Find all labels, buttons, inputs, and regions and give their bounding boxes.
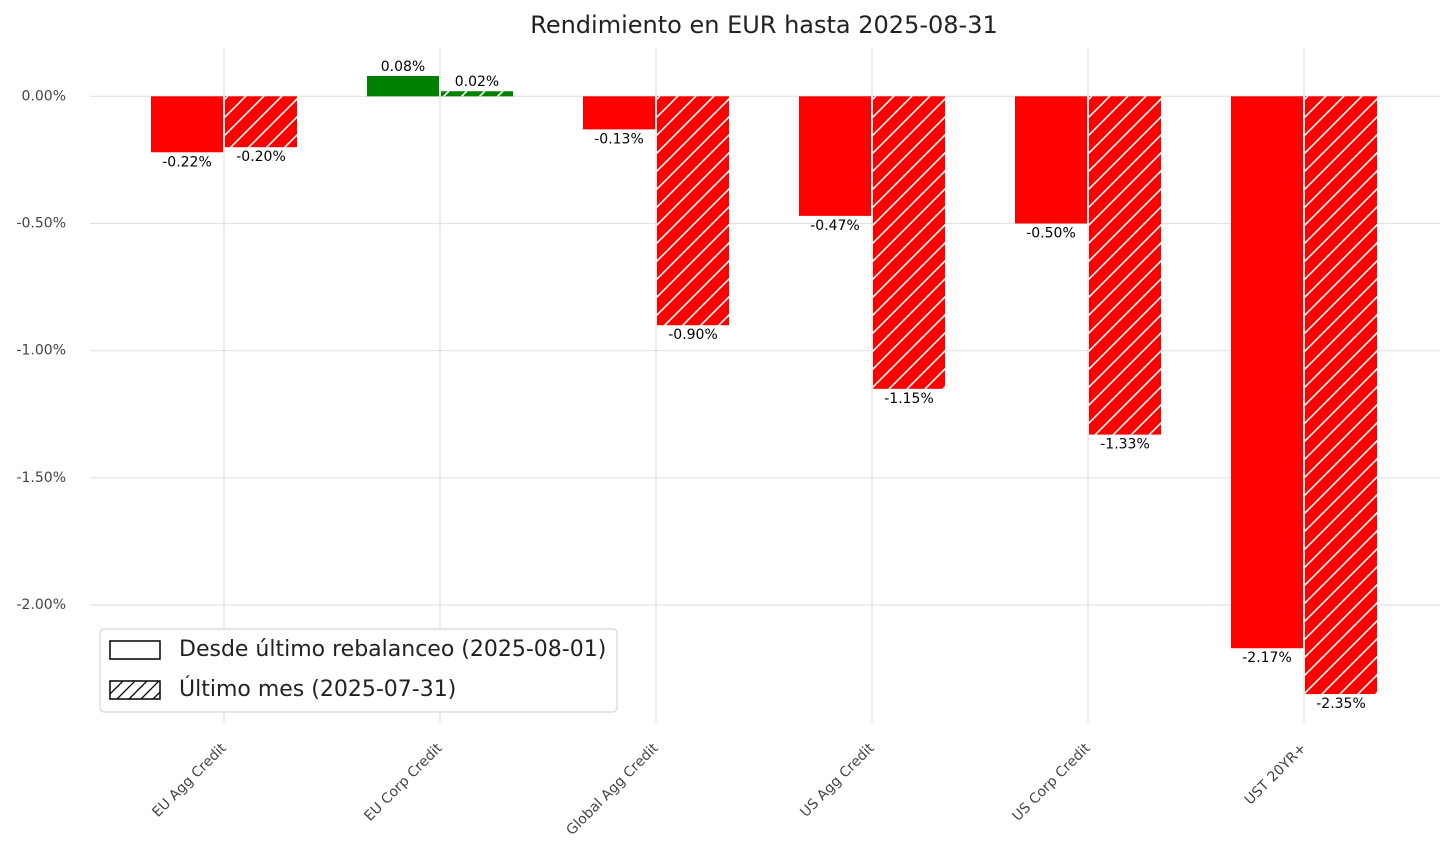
- x-tick-label: US Corp Credit: [1009, 740, 1094, 825]
- x-tick-label: UST 20YR+: [1242, 740, 1310, 808]
- value-label: -1.33%: [1100, 437, 1150, 453]
- bar: [583, 96, 655, 130]
- x-tick-label: US Agg Credit: [797, 740, 878, 821]
- value-label: -0.90%: [668, 327, 718, 343]
- value-label: -1.15%: [884, 391, 934, 407]
- bar: [799, 96, 871, 216]
- legend-label: Desde último rebalanceo (2025-08-01): [179, 637, 606, 662]
- y-tick-label: -1.00%: [16, 343, 66, 359]
- chart-title: Rendimiento en EUR hasta 2025-08-31: [530, 11, 998, 39]
- grid: [90, 48, 1440, 722]
- bar-hatch: [441, 91, 513, 97]
- legend-label: Último mes (2025-07-31): [179, 676, 456, 702]
- y-tick-label: -1.50%: [16, 470, 66, 486]
- legend-frame: [99, 628, 618, 713]
- value-label: -0.50%: [1026, 225, 1076, 241]
- legend-swatch: [109, 640, 161, 660]
- bar-hatch: [657, 96, 729, 326]
- bar: [1231, 96, 1303, 649]
- value-label: -0.47%: [810, 218, 860, 234]
- value-label: -2.35%: [1316, 696, 1366, 712]
- x-tick-label: Global Agg Credit: [563, 740, 662, 839]
- bar-hatch: [873, 96, 945, 389]
- x-tick-label: EU Agg Credit: [149, 740, 230, 821]
- value-label: -0.13%: [594, 131, 644, 147]
- bar: [151, 96, 223, 153]
- y-tick-label: -2.00%: [16, 597, 66, 613]
- value-label: 0.02%: [455, 74, 499, 90]
- y-tick-label: -0.50%: [16, 215, 66, 231]
- value-label: -2.17%: [1242, 650, 1292, 666]
- x-tick-label: EU Corp Credit: [361, 740, 446, 825]
- bar: [367, 75, 439, 97]
- bar-hatch: [1305, 96, 1377, 695]
- legend-swatch: [109, 680, 161, 700]
- bar-hatch: [1089, 96, 1161, 435]
- bar: [1015, 96, 1087, 224]
- value-label: -0.22%: [162, 154, 212, 170]
- value-label: -0.20%: [236, 149, 286, 165]
- bar-hatch: [225, 96, 297, 148]
- legend: Desde último rebalanceo (2025-08-01) Últi…: [99, 628, 618, 713]
- y-tick-label: 0.00%: [22, 88, 66, 104]
- value-label: 0.08%: [381, 59, 425, 75]
